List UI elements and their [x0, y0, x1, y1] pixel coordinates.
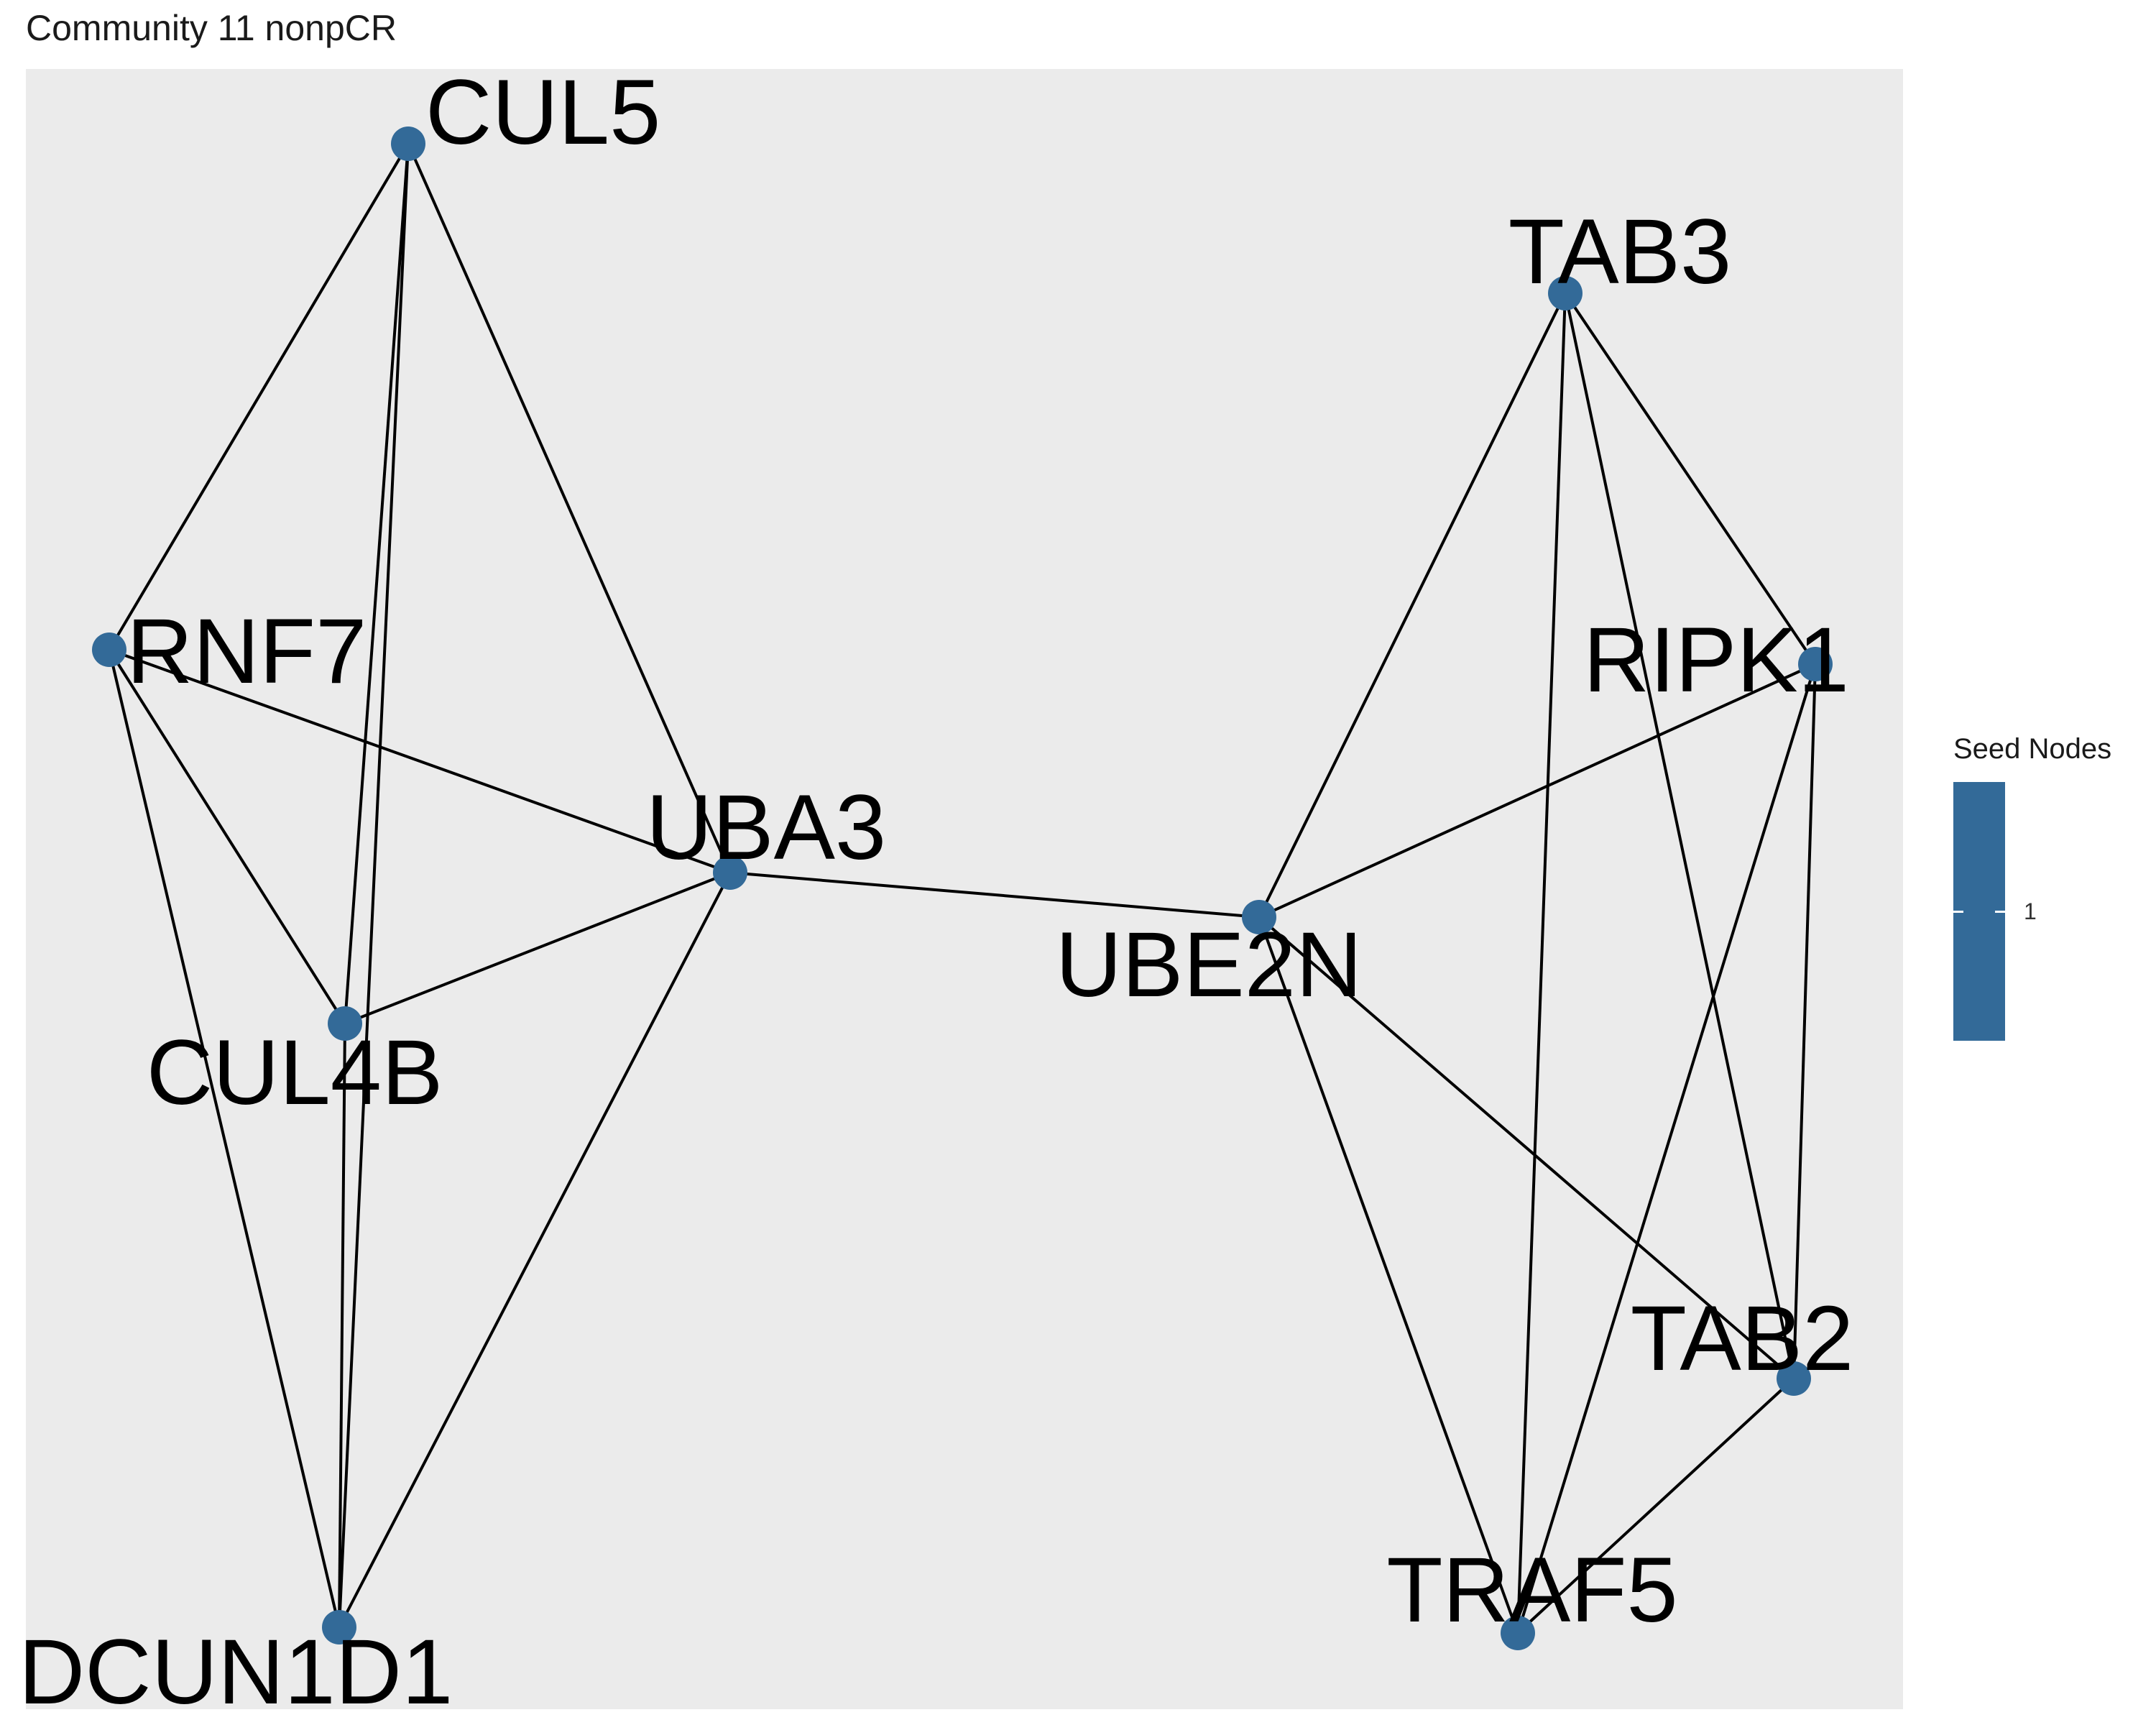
edge-ripk1-ube2n	[1258, 663, 1816, 919]
legend-tick-left	[1953, 911, 1963, 913]
labels-layer: CUL5 RNF7 UBA3 CUL4B DCUN1D1 TAB3 RIPK1 UBE2N TA…	[19, 61, 1854, 1724]
plot-title: Community 11 nonpCR	[26, 8, 397, 48]
node-ube2n	[1242, 900, 1276, 934]
node-uba3	[713, 855, 747, 890]
node-label-rnf7: RNF7	[126, 600, 367, 703]
edge-cul5-uba3	[407, 143, 732, 873]
edge-rnf7-cul4b	[108, 648, 346, 1025]
edge-ripk1-traf5	[1516, 663, 1817, 1634]
edge-cul4b-dcun1d1	[338, 1023, 346, 1628]
node-tab3	[1548, 276, 1583, 310]
node-label-dcun1d1: DCUN1D1	[19, 1621, 453, 1724]
edge-tab3-ube2n	[1258, 293, 1567, 918]
edge-tab3-tab2	[1564, 293, 1795, 1379]
panel-background	[26, 69, 1903, 1709]
node-traf5	[1501, 1616, 1535, 1650]
legend-title: Seed Nodes	[1953, 733, 2112, 765]
node-label-tab3: TAB3	[1508, 201, 1732, 303]
node-label-tab2: TAB2	[1631, 1287, 1854, 1390]
node-dcun1d1	[322, 1610, 356, 1644]
edge-ripk1-tab2	[1792, 663, 1817, 1379]
edges-layer	[108, 142, 1817, 1634]
edge-tab3-traf5	[1516, 293, 1567, 1634]
edge-tab2-traf5	[1516, 1377, 1795, 1634]
node-label-ripk1: RIPK1	[1583, 609, 1849, 712]
edge-ube2n-traf5	[1258, 916, 1519, 1634]
edge-uba3-ube2n	[729, 871, 1260, 919]
node-rnf7	[92, 632, 126, 667]
legend-label: 1	[2024, 898, 2037, 924]
node-tab2	[1777, 1361, 1811, 1396]
node-label-ube2n: UBE2N	[1056, 914, 1363, 1016]
node-label-uba3: UBA3	[646, 776, 886, 879]
edge-cul5-dcun1d1	[338, 143, 410, 1628]
edge-rnf7-dcun1d1	[108, 649, 341, 1628]
edge-uba3-dcun1d1	[338, 872, 732, 1628]
edge-tab3-ripk1	[1564, 292, 1817, 666]
edge-cul5-cul4b	[344, 143, 410, 1024]
node-ripk1	[1798, 647, 1833, 681]
edge-uba3-cul4b	[344, 871, 731, 1025]
node-label-cul5: CUL5	[425, 61, 660, 164]
legend-tick-right	[1995, 911, 2005, 913]
node-label-traf5: TRAF5	[1386, 1539, 1677, 1642]
node-label-cul4b: CUL4B	[147, 1021, 443, 1124]
edge-rnf7-uba3	[109, 648, 731, 874]
node-cul5	[391, 126, 425, 161]
edge-ube2n-tab2	[1258, 916, 1795, 1380]
edge-cul5-rnf7	[108, 142, 410, 651]
nodes-layer	[92, 126, 1833, 1650]
node-cul4b	[328, 1006, 362, 1041]
